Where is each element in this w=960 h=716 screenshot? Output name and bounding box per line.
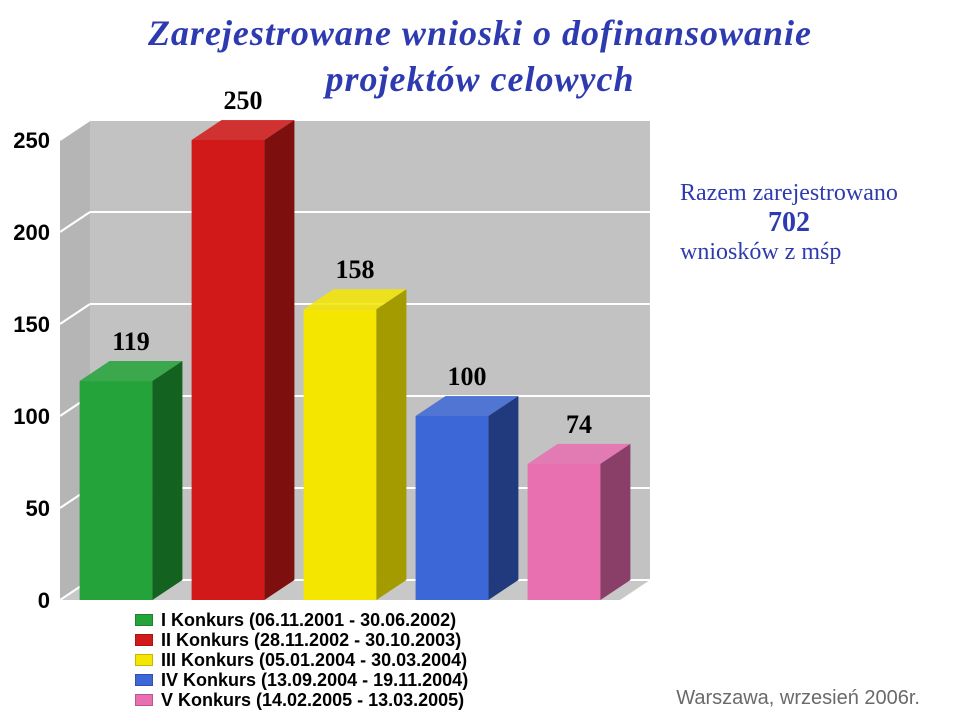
legend-item: II Konkurs (28.11.2002 - 30.10.2003)	[135, 630, 468, 650]
bar	[80, 381, 153, 600]
bar-chart-3d: 0 50 100 150 200 250	[0, 0, 960, 716]
bar-value-label: 250	[218, 86, 268, 116]
legend-swatch	[135, 694, 153, 706]
legend-label: I Konkurs (06.11.2001 - 30.06.2002)	[161, 610, 456, 631]
annotation-value: 702	[680, 207, 898, 239]
bar	[416, 416, 489, 600]
bar	[192, 140, 265, 600]
legend-label: IV Konkurs (13.09.2004 - 19.11.2004)	[161, 670, 468, 691]
bar-value-label: 100	[442, 362, 492, 392]
bar	[304, 309, 377, 600]
legend-swatch	[135, 634, 153, 646]
bar-value-label: 158	[330, 255, 380, 285]
legend: I Konkurs (06.11.2001 - 30.06.2002)II Ko…	[135, 610, 468, 710]
y-tick-label: 150	[13, 312, 50, 337]
legend-item: V Konkurs (14.02.2005 - 13.03.2005)	[135, 690, 468, 710]
y-tick-label: 100	[13, 404, 50, 429]
y-tick-label: 250	[13, 128, 50, 153]
y-tick-label: 50	[26, 496, 50, 521]
annotation-line1: Razem zarejestrowano	[680, 180, 898, 207]
legend-item: III Konkurs (05.01.2004 - 30.03.2004)	[135, 650, 468, 670]
y-tick-label: 0	[38, 588, 50, 613]
footer-text: Warszawa, wrzesień 2006r.	[676, 687, 920, 710]
legend-swatch	[135, 654, 153, 666]
legend-item: I Konkurs (06.11.2001 - 30.06.2002)	[135, 610, 468, 630]
bar	[528, 464, 601, 600]
legend-swatch	[135, 674, 153, 686]
legend-label: II Konkurs (28.11.2002 - 30.10.2003)	[161, 630, 461, 651]
bar-value-label: 119	[106, 327, 156, 357]
legend-label: III Konkurs (05.01.2004 - 30.03.2004)	[161, 650, 467, 671]
legend-item: IV Konkurs (13.09.2004 - 19.11.2004)	[135, 670, 468, 690]
y-tick-label: 200	[13, 220, 50, 245]
legend-swatch	[135, 614, 153, 626]
annotation-line3: wniosków z mśp	[680, 239, 898, 266]
legend-label: V Konkurs (14.02.2005 - 13.03.2005)	[161, 690, 464, 711]
annotation-block: Razem zarejestrowano 702 wniosków z mśp	[680, 180, 898, 266]
bar-value-label: 74	[554, 410, 604, 440]
